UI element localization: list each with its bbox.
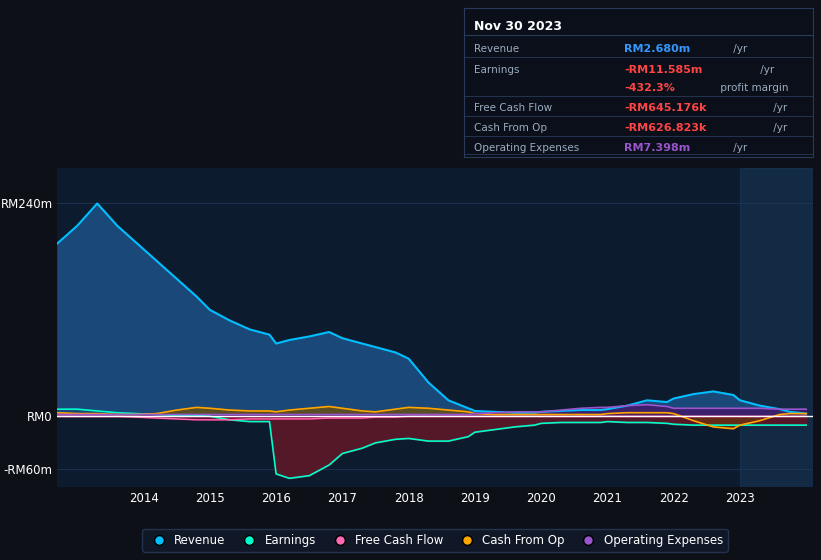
Text: /yr: /yr <box>731 143 748 153</box>
Text: profit margin: profit margin <box>718 83 789 94</box>
Text: /yr: /yr <box>757 65 774 75</box>
Text: RM2.680m: RM2.680m <box>624 44 690 54</box>
Text: Revenue: Revenue <box>475 44 520 54</box>
Text: -RM11.585m: -RM11.585m <box>624 65 703 75</box>
Text: /yr: /yr <box>770 123 787 133</box>
Text: -432.3%: -432.3% <box>624 83 675 94</box>
Text: Nov 30 2023: Nov 30 2023 <box>475 20 562 33</box>
Text: Operating Expenses: Operating Expenses <box>475 143 580 153</box>
Text: -RM626.823k: -RM626.823k <box>624 123 707 133</box>
Text: RM7.398m: RM7.398m <box>624 143 690 153</box>
Text: /yr: /yr <box>731 44 748 54</box>
Text: Free Cash Flow: Free Cash Flow <box>475 104 553 113</box>
Bar <box>740 168 813 487</box>
Text: -RM645.176k: -RM645.176k <box>624 104 707 113</box>
Text: Cash From Op: Cash From Op <box>475 123 548 133</box>
Legend: Revenue, Earnings, Free Cash Flow, Cash From Op, Operating Expenses: Revenue, Earnings, Free Cash Flow, Cash … <box>143 529 727 552</box>
Text: Earnings: Earnings <box>475 65 520 75</box>
Text: /yr: /yr <box>770 104 787 113</box>
